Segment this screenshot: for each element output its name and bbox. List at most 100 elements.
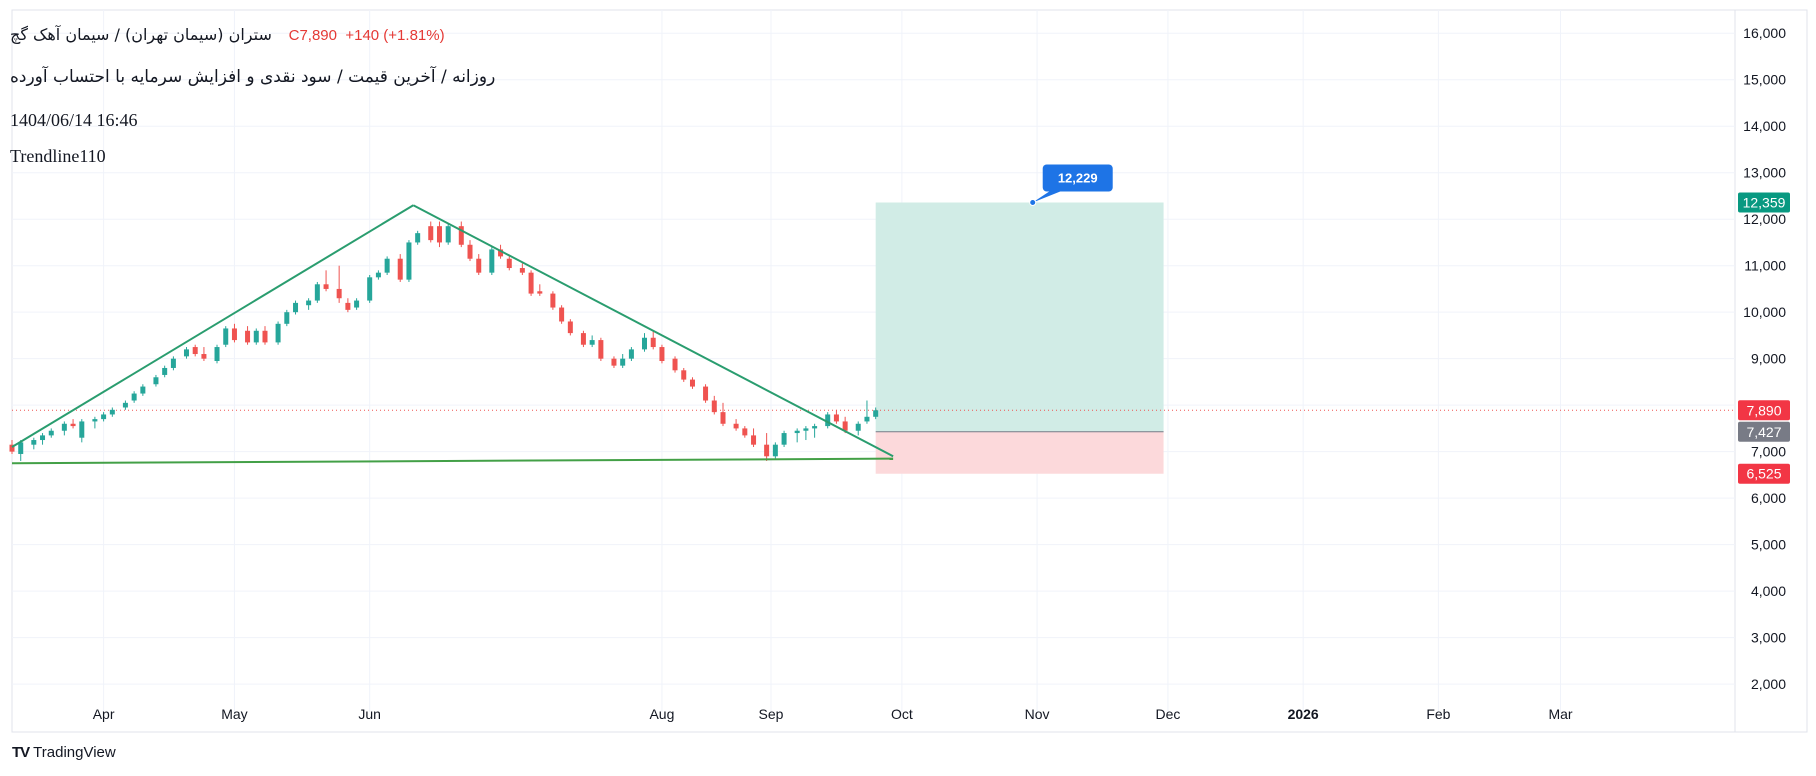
candle-body <box>855 423 861 431</box>
candle-body <box>672 358 678 371</box>
callout-anchor <box>1029 199 1037 207</box>
candle-body <box>109 409 115 415</box>
candle-body <box>703 386 709 401</box>
candle-body <box>153 377 159 385</box>
x-tick-label: 2026 <box>1288 706 1319 722</box>
candlestick-series <box>9 221 879 461</box>
x-tick-label: Sep <box>759 706 784 722</box>
indicator-label: Trendline110 <box>10 146 106 166</box>
candle-body <box>223 328 229 345</box>
candle-body <box>611 358 617 366</box>
candle-body <box>201 354 207 359</box>
chart-subtitle: روزانه / آخرین قیمت / سود نقدی و افزایش … <box>10 67 496 87</box>
candle-body <box>92 419 98 422</box>
price-badge-label: 6,525 <box>1746 466 1781 482</box>
candle-body <box>384 258 390 273</box>
y-tick-label: 9,000 <box>1751 351 1786 367</box>
candle-body <box>842 421 848 431</box>
x-tick-label: Jun <box>358 706 381 722</box>
price-axis[interactable]: 16,000 15,000 14,000 13,000 12,000 11,000 10,0… <box>1743 25 1786 692</box>
x-tick-label: Aug <box>649 706 674 722</box>
candle-body <box>458 226 464 245</box>
callout-pointer <box>1032 190 1063 203</box>
candle-body <box>825 414 831 427</box>
candle-body <box>567 321 573 334</box>
candle-body <box>467 244 473 259</box>
y-tick-label: 12,000 <box>1743 211 1786 227</box>
candle-body <box>415 233 421 243</box>
x-tick-label: Oct <box>891 706 913 722</box>
candle-body <box>519 268 525 273</box>
x-tick-label: Mar <box>1548 706 1572 722</box>
trendline-rising <box>11 204 414 448</box>
candle-body <box>436 226 442 243</box>
stop-zone <box>875 431 1164 474</box>
candle-body <box>375 272 381 278</box>
y-tick-label: 6,000 <box>1751 490 1786 506</box>
price-badge-label: 7,890 <box>1746 402 1781 418</box>
price-axis-badges: 12,359 7,890 7,427 6,525 <box>1738 192 1790 484</box>
candle-body <box>31 440 37 445</box>
candle-body <box>336 288 342 299</box>
x-tick-label: Nov <box>1025 706 1050 722</box>
candle-body <box>733 423 739 429</box>
candle-body <box>689 379 695 387</box>
price-badge <box>1738 192 1790 213</box>
tradingview-attribution[interactable]: TV TradingView <box>12 744 116 761</box>
y-tick-label: 10,000 <box>1743 304 1786 320</box>
candle-body <box>742 428 748 436</box>
trendline-drawings[interactable] <box>11 204 894 465</box>
candle-body <box>681 370 687 380</box>
candle-body <box>751 435 757 445</box>
candle-body <box>650 337 656 348</box>
price-badge <box>1738 400 1790 421</box>
candle-body <box>354 300 360 308</box>
candle-body <box>864 416 870 422</box>
candle-body <box>162 367 168 375</box>
time-axis[interactable]: Apr May Jun Aug Sep Oct Nov Dec 2026 Feb Mar <box>93 706 1573 722</box>
trendline-falling <box>412 204 894 458</box>
candle-body <box>406 242 412 280</box>
candle-body <box>428 226 434 241</box>
y-tick-label: 7,000 <box>1751 444 1786 460</box>
y-tick-label: 5,000 <box>1751 537 1786 553</box>
candle-body <box>275 323 281 343</box>
price-callout[interactable]: 12,229 <box>1029 164 1113 207</box>
candle-body <box>170 358 176 368</box>
datetime-stamp: 1404/06/14 16:46 <box>10 110 138 130</box>
candle-body <box>323 284 329 289</box>
callout-box <box>1042 164 1113 192</box>
candle-body <box>262 330 268 343</box>
legend-title: ستران (سیمان تهران) / سیمان آهک گچ C7,89… <box>10 25 445 45</box>
candle-body <box>781 433 787 445</box>
close-readout: C7,890 +140 (+1.81%) <box>289 27 445 44</box>
candle-body <box>61 423 67 431</box>
candle-body <box>245 330 251 343</box>
candle-body <box>101 414 107 420</box>
x-tick-label: Dec <box>1155 706 1180 722</box>
price-change: +140 (+1.81%) <box>345 27 445 44</box>
y-tick-label: 2,000 <box>1751 676 1786 692</box>
candle-body <box>628 349 634 359</box>
candle-body <box>314 284 320 301</box>
candle-body <box>476 258 482 273</box>
trendline-base <box>11 457 894 465</box>
y-tick-label: 3,000 <box>1751 630 1786 646</box>
target-zone <box>875 202 1164 432</box>
candle-body <box>231 328 237 341</box>
candle-body <box>772 444 778 457</box>
candle-body <box>537 291 543 294</box>
y-tick-label: 15,000 <box>1743 72 1786 88</box>
candle-body <box>48 430 54 436</box>
candle-body <box>641 337 647 350</box>
candle-body <box>397 258 403 280</box>
candle-body <box>794 430 800 434</box>
tradingview-logo-icon: TV <box>12 744 30 761</box>
candle-body <box>293 302 299 313</box>
candle-body <box>79 421 85 438</box>
candle-body <box>803 428 809 431</box>
grid-lines <box>12 10 1735 712</box>
long-position-tool[interactable] <box>875 202 1164 474</box>
candle-body <box>833 414 839 422</box>
